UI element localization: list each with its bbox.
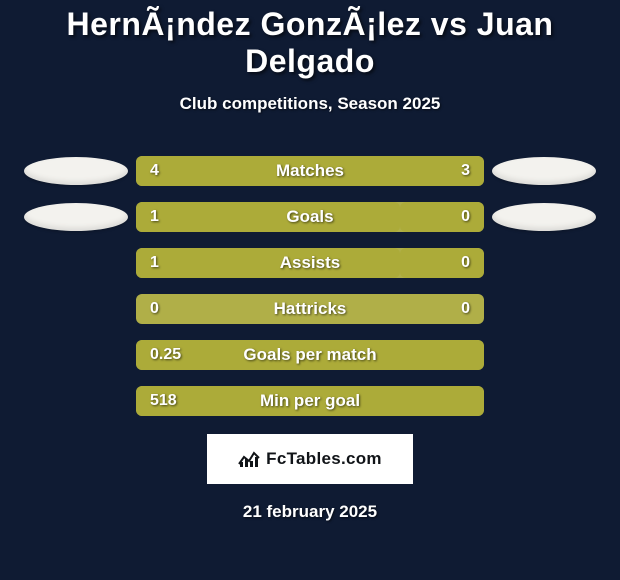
stat-label: Goals per match bbox=[243, 345, 376, 365]
date-label: 21 february 2025 bbox=[0, 502, 620, 522]
stat-value-right: 0 bbox=[461, 254, 470, 272]
stat-value-right: 0 bbox=[461, 208, 470, 226]
page-title: HernÃ¡ndez GonzÃ¡lez vs Juan Delgado bbox=[0, 0, 620, 80]
left-logo-slot bbox=[16, 203, 136, 231]
stat-row: 518 Min per goal bbox=[0, 386, 620, 416]
right-logo-slot bbox=[484, 157, 604, 185]
stat-bar: 4 3 Matches bbox=[136, 156, 484, 186]
stat-value-left: 4 bbox=[150, 162, 159, 180]
stat-value-left: 0.25 bbox=[150, 346, 181, 364]
stat-row: 1 0 Goals bbox=[0, 202, 620, 232]
stat-label: Hattricks bbox=[274, 299, 347, 319]
bar-fill-right bbox=[400, 202, 484, 232]
team-logo-right bbox=[492, 203, 596, 231]
team-logo-left bbox=[24, 203, 128, 231]
stat-label: Assists bbox=[280, 253, 340, 273]
team-logo-left bbox=[24, 157, 128, 185]
left-logo-slot bbox=[16, 157, 136, 185]
stat-value-right: 3 bbox=[461, 162, 470, 180]
stat-row: 0.25 Goals per match bbox=[0, 340, 620, 370]
stat-value-left: 1 bbox=[150, 254, 159, 272]
stat-bar: 1 0 Assists bbox=[136, 248, 484, 278]
stat-label: Goals bbox=[286, 207, 333, 227]
stat-label: Min per goal bbox=[260, 391, 360, 411]
stat-value-left: 0 bbox=[150, 300, 159, 318]
stat-value-left: 1 bbox=[150, 208, 159, 226]
stat-bar: 0 0 Hattricks bbox=[136, 294, 484, 324]
bar-fill-left bbox=[136, 202, 400, 232]
comparison-infographic: HernÃ¡ndez GonzÃ¡lez vs Juan Delgado Clu… bbox=[0, 0, 620, 580]
stat-value-right: 0 bbox=[461, 300, 470, 318]
brand-chart-icon bbox=[238, 450, 260, 468]
team-logo-right bbox=[492, 157, 596, 185]
bar-fill-right bbox=[400, 248, 484, 278]
stat-label: Matches bbox=[276, 161, 344, 181]
stat-bar: 0.25 Goals per match bbox=[136, 340, 484, 370]
stat-row: 4 3 Matches bbox=[0, 156, 620, 186]
page-subtitle: Club competitions, Season 2025 bbox=[0, 94, 620, 114]
right-logo-slot bbox=[484, 203, 604, 231]
stat-value-left: 518 bbox=[150, 392, 177, 410]
stats-container: 4 3 Matches 1 0 Goals 1 0 Assists 0 0 Hattricks 0.25… bbox=[0, 156, 620, 416]
stat-row: 0 0 Hattricks bbox=[0, 294, 620, 324]
brand-text: FcTables.com bbox=[266, 449, 382, 469]
stat-bar: 1 0 Goals bbox=[136, 202, 484, 232]
stat-row: 1 0 Assists bbox=[0, 248, 620, 278]
stat-bar: 518 Min per goal bbox=[136, 386, 484, 416]
bar-fill-left bbox=[136, 248, 400, 278]
brand-badge: FcTables.com bbox=[207, 434, 413, 484]
